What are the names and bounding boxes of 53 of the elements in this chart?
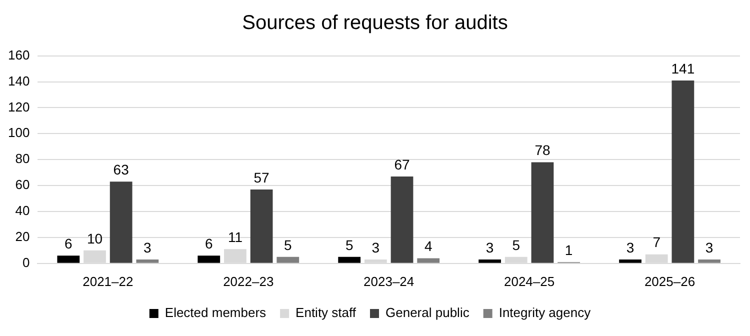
data-label: 11 xyxy=(228,228,243,245)
x-tick-label: 2024–25 xyxy=(504,274,555,289)
bar xyxy=(390,176,414,263)
data-label: 5 xyxy=(345,236,354,253)
legend-label: Entity staff xyxy=(296,305,356,320)
data-label: 3 xyxy=(486,239,494,256)
bar xyxy=(198,256,220,263)
y-tick-label: 160 xyxy=(8,47,30,62)
bar xyxy=(57,256,80,263)
x-tick-label: 2025–26 xyxy=(644,274,696,289)
y-tick-label: 0 xyxy=(22,254,30,270)
bar xyxy=(110,182,132,263)
data-label: 3 xyxy=(705,239,714,256)
data-label: 5 xyxy=(284,236,292,253)
y-tick-label: 20 xyxy=(15,229,30,244)
bar xyxy=(417,258,440,263)
legend-label: General public xyxy=(386,305,470,320)
bar xyxy=(276,256,300,263)
data-label: 10 xyxy=(86,230,103,246)
data-label: 3 xyxy=(144,239,152,256)
x-tick-label: 2021–22 xyxy=(82,274,134,289)
data-label: 6 xyxy=(64,235,73,252)
bar xyxy=(338,256,361,263)
bar xyxy=(136,260,159,263)
data-label: 78 xyxy=(534,142,550,158)
y-tick-label: 40 xyxy=(15,203,30,218)
y-tick-label: 140 xyxy=(8,73,30,88)
data-label: 5 xyxy=(512,236,520,253)
y-tick-label: 80 xyxy=(15,151,30,166)
data-label: 57 xyxy=(254,169,270,186)
legend-label: Elected members xyxy=(164,305,267,320)
data-label: 141 xyxy=(671,60,695,76)
bar xyxy=(478,260,501,263)
y-tick-label: 120 xyxy=(8,99,30,114)
data-label: 3 xyxy=(372,239,380,256)
x-tick-label: 2023–24 xyxy=(364,274,414,289)
data-label: 63 xyxy=(113,162,130,178)
data-label: 7 xyxy=(652,234,661,250)
legend-label: Integrity agency xyxy=(498,305,592,320)
y-tick-label: 100 xyxy=(8,125,30,140)
bar xyxy=(250,189,273,263)
data-label: 6 xyxy=(204,235,213,252)
bar xyxy=(531,162,554,263)
data-label: 4 xyxy=(424,238,432,254)
bar xyxy=(619,260,642,263)
bar xyxy=(672,80,694,263)
data-label: 1 xyxy=(564,242,573,258)
data-label: 3 xyxy=(626,239,634,256)
x-tick-label: 2022–23 xyxy=(223,274,274,289)
chart-title: Sources of requests for audits xyxy=(241,12,509,36)
data-label: 67 xyxy=(394,156,410,172)
bar xyxy=(698,260,720,263)
y-tick-label: 60 xyxy=(15,177,30,192)
